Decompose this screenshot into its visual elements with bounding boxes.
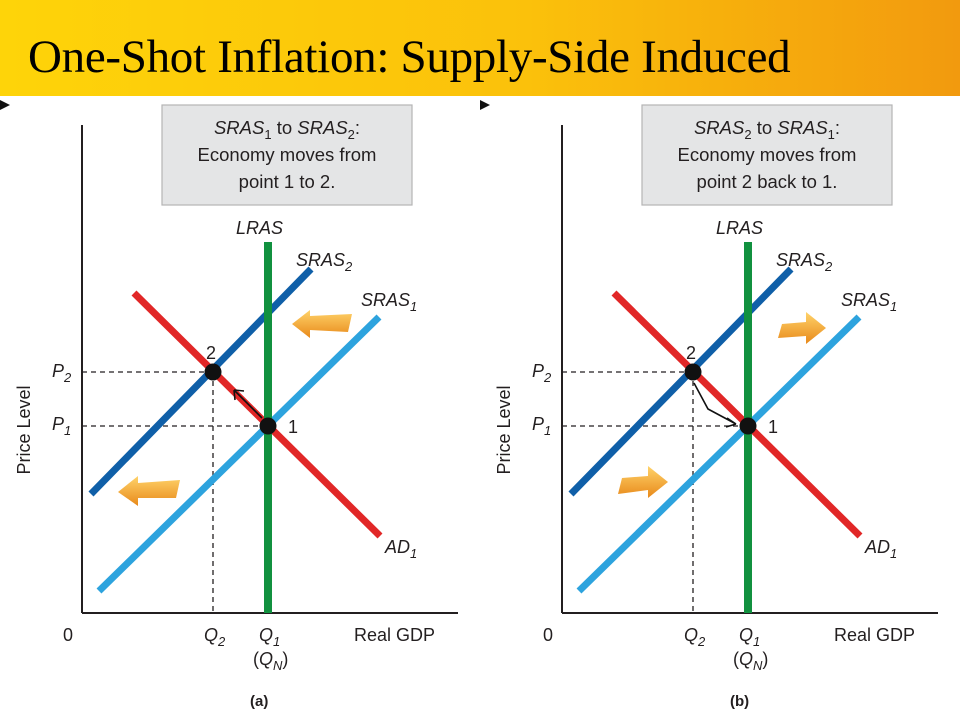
qn-label: (QN) [733, 649, 768, 673]
movement-arrow [693, 382, 737, 428]
shift-arrow-lower [618, 466, 668, 498]
origin-label: 0 [543, 625, 553, 645]
movement-arrow [233, 389, 263, 419]
x-axis-label: Real GDP [354, 625, 435, 645]
info-box-bg [641, 104, 893, 206]
q1-label: Q1 [739, 625, 760, 649]
point-1-label: 1 [288, 417, 298, 437]
ad1-label: AD1 [864, 537, 897, 561]
arrowhead-shape [0, 100, 10, 110]
arrowhead-shape [480, 100, 490, 110]
info-box-line-1: SRAS2 to SRAS1: [694, 117, 840, 142]
sras1-label: SRAS1 [841, 290, 897, 314]
ad1-curve [611, 290, 863, 539]
sras2-label: SRAS2 [776, 250, 833, 274]
equilibrium-point-1 [259, 417, 277, 435]
sras2-label: SRAS2 [296, 250, 353, 274]
info-box-line-2: Economy moves from [678, 144, 857, 165]
sras1-curve [96, 314, 382, 594]
shift-arrow-upper [778, 312, 826, 344]
panel-b-diagram: SRAS2 to SRAS1:Economy moves from point 2… [480, 100, 938, 710]
title-bar: One-Shot Inflation: Supply-Side Induced [0, 0, 960, 96]
slide-title: One-Shot Inflation: Supply-Side Induced [28, 31, 791, 83]
p1-label: P1 [52, 414, 71, 438]
sras2-curve [88, 266, 314, 497]
p1-label: P1 [532, 414, 551, 438]
panel-tag: (b) [730, 693, 749, 710]
panel-tag: (a) [250, 693, 268, 710]
info-box: SRAS2 to SRAS1:Economy moves from point 2… [641, 104, 893, 206]
q2-label: Q2 [204, 625, 226, 649]
ad1-label: AD1 [384, 537, 417, 561]
equilibrium-point-1 [739, 417, 757, 435]
panel-a-diagram: SRAS1 to SRAS2:Economy moves from point 1… [0, 100, 458, 710]
point-1-label: 1 [768, 417, 778, 437]
info-box: SRAS1 to SRAS2:Economy moves from point 1… [161, 104, 413, 206]
point-2-label: 2 [686, 343, 696, 363]
ad1-curve [131, 290, 383, 539]
equilibrium-point-2 [684, 363, 702, 381]
info-box-bg [161, 104, 413, 206]
sras1-curve [576, 314, 862, 594]
y-axis-label: Price Level [494, 385, 514, 474]
q1-label: Q1 [259, 625, 280, 649]
p2-label: P2 [532, 361, 552, 385]
x-axis-label: Real GDP [834, 625, 915, 645]
info-box-line-3: point 1 to 2. [239, 171, 336, 192]
info-box-line-2: Economy moves from [198, 144, 377, 165]
shift-arrow-lower [118, 476, 180, 506]
sras2-curve [568, 266, 794, 497]
sras1-label: SRAS1 [361, 290, 417, 314]
equilibrium-point-2 [204, 363, 222, 381]
shift-arrow-upper [292, 310, 352, 338]
point-2-label: 2 [206, 343, 216, 363]
qn-label: (QN) [253, 649, 288, 673]
lras-label: LRAS [236, 218, 283, 238]
q2-label: Q2 [684, 625, 706, 649]
info-box-line-1: SRAS1 to SRAS2: [214, 117, 360, 142]
origin-label: 0 [63, 625, 73, 645]
info-box-line-3: point 2 back to 1. [697, 171, 838, 192]
lras-label: LRAS [716, 218, 763, 238]
p2-label: P2 [52, 361, 72, 385]
y-axis-label: Price Level [14, 385, 34, 474]
